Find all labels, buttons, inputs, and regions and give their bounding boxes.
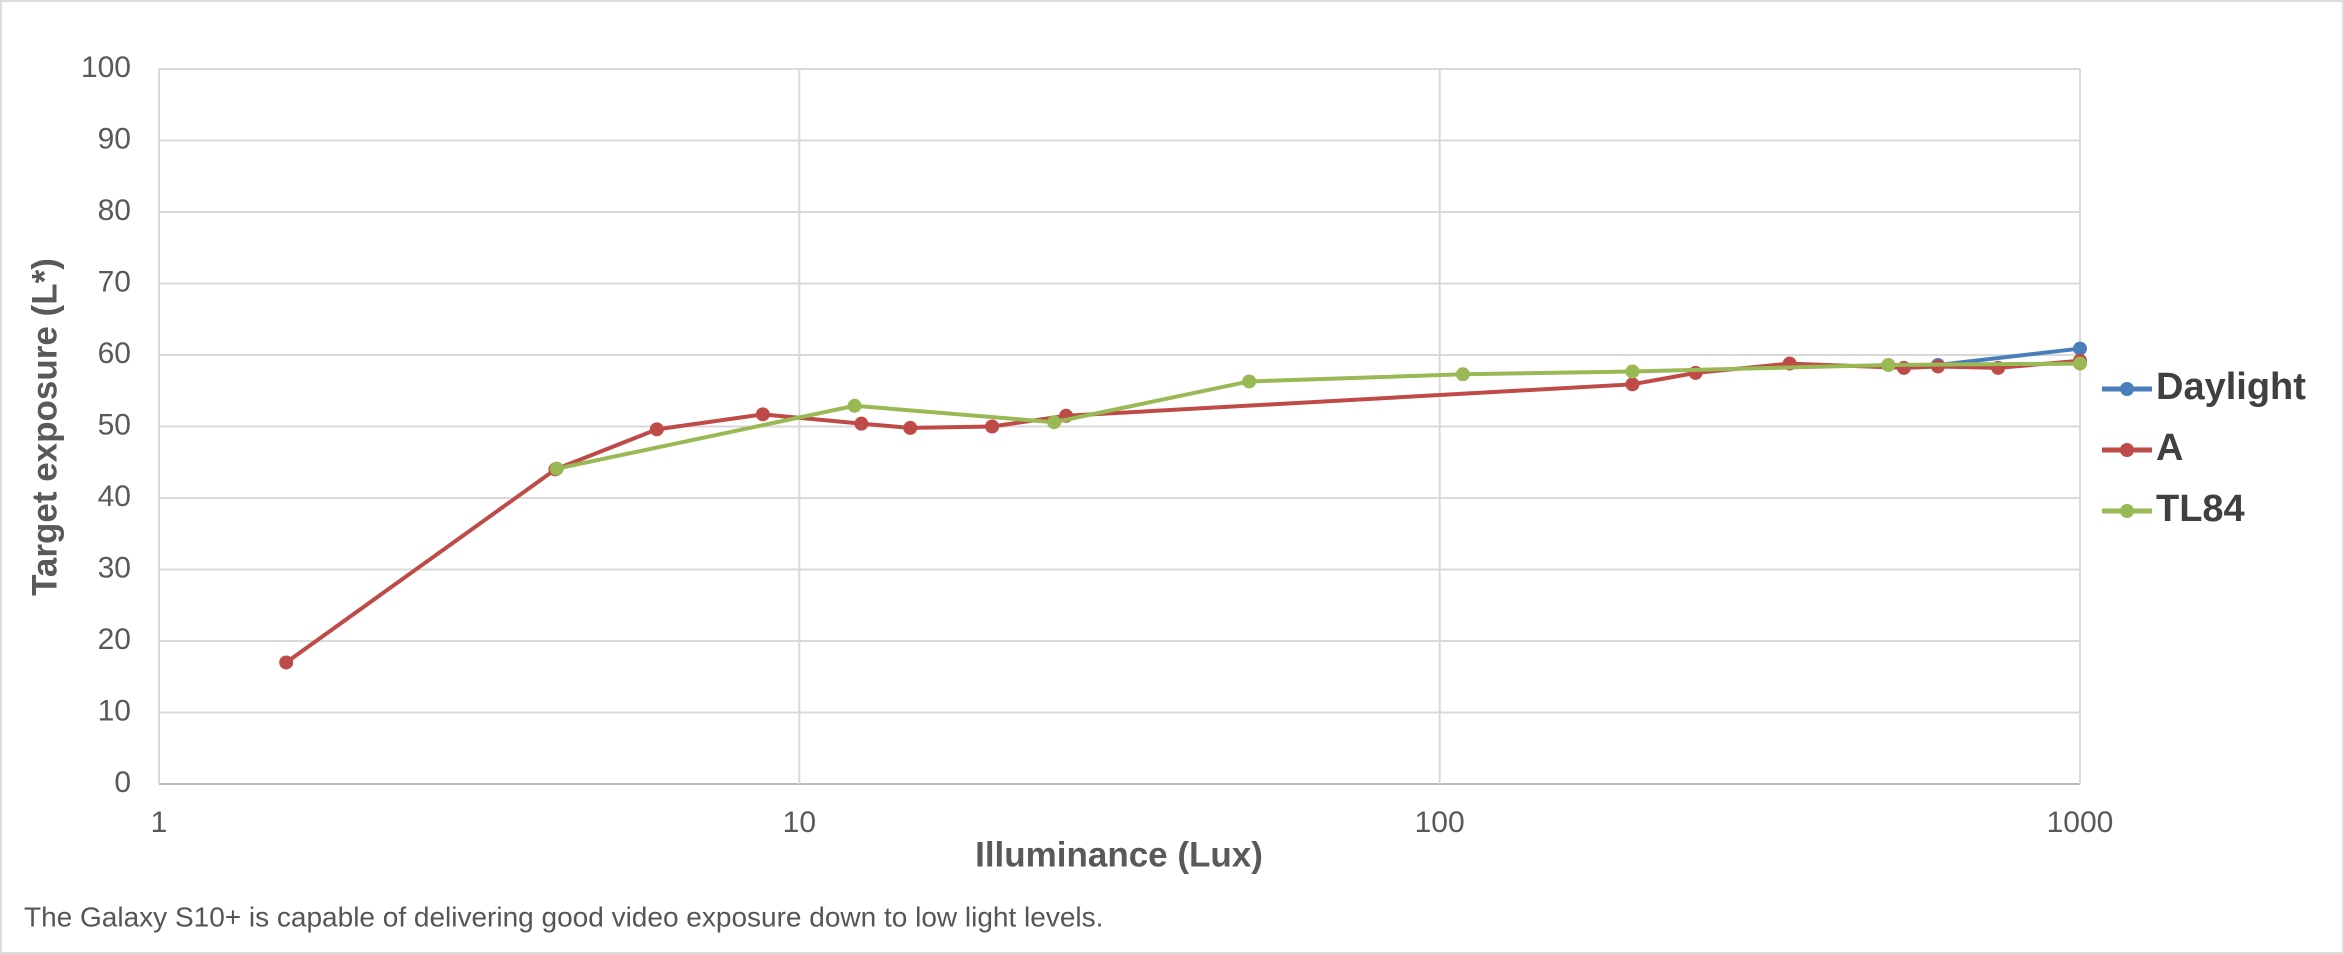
y-tick-label: 100: [81, 51, 131, 84]
data-point: [985, 419, 1000, 434]
y-tick-label: 80: [98, 194, 131, 227]
y-tick-label: 40: [98, 480, 131, 513]
x-tick-label: 100: [1415, 806, 1465, 839]
caption: The Galaxy S10+ is capable of delivering…: [24, 901, 1103, 932]
x-axis-title: Illuminance (Lux): [975, 835, 1263, 874]
legend-label: Daylight: [2156, 366, 2306, 408]
legend-marker: [2120, 382, 2134, 396]
y-tick-label: 60: [98, 337, 131, 370]
legend-label: A: [2156, 427, 2183, 469]
x-tick-label: 10: [783, 806, 816, 839]
data-point: [1625, 364, 1640, 379]
data-point: [854, 416, 869, 431]
series-line: [285, 358, 2081, 665]
data-point: [2073, 356, 2087, 371]
data-point: [1625, 377, 1640, 392]
series-line: [1937, 346, 2081, 367]
legend-marker: [2120, 443, 2134, 457]
y-tick-label: 20: [98, 623, 131, 656]
data-point: [903, 420, 918, 435]
x-tick-label: 1: [151, 806, 168, 839]
y-tick-label: 90: [98, 122, 131, 155]
y-tick-label: 0: [114, 766, 131, 799]
data-point: [1455, 367, 1470, 382]
y-axis-title: Target exposure (L*): [25, 258, 64, 596]
y-tick-label: 70: [98, 265, 131, 298]
x-tick-label: 1000: [2047, 806, 2114, 839]
y-tick-label: 50: [98, 408, 131, 441]
legend-marker: [2120, 504, 2134, 518]
data-point: [2073, 341, 2087, 356]
data-point: [1047, 415, 1062, 430]
data-point: [755, 407, 770, 422]
data-point: [1242, 374, 1257, 389]
series-line: [556, 361, 2081, 471]
data-point: [847, 398, 862, 413]
data-point: [1881, 358, 1896, 373]
y-tick-label: 10: [98, 694, 131, 727]
data-point: [649, 422, 664, 437]
legend-label: TL84: [2156, 488, 2245, 530]
data-point: [549, 461, 564, 476]
y-tick-label: 30: [98, 551, 131, 584]
data-point: [279, 655, 294, 670]
